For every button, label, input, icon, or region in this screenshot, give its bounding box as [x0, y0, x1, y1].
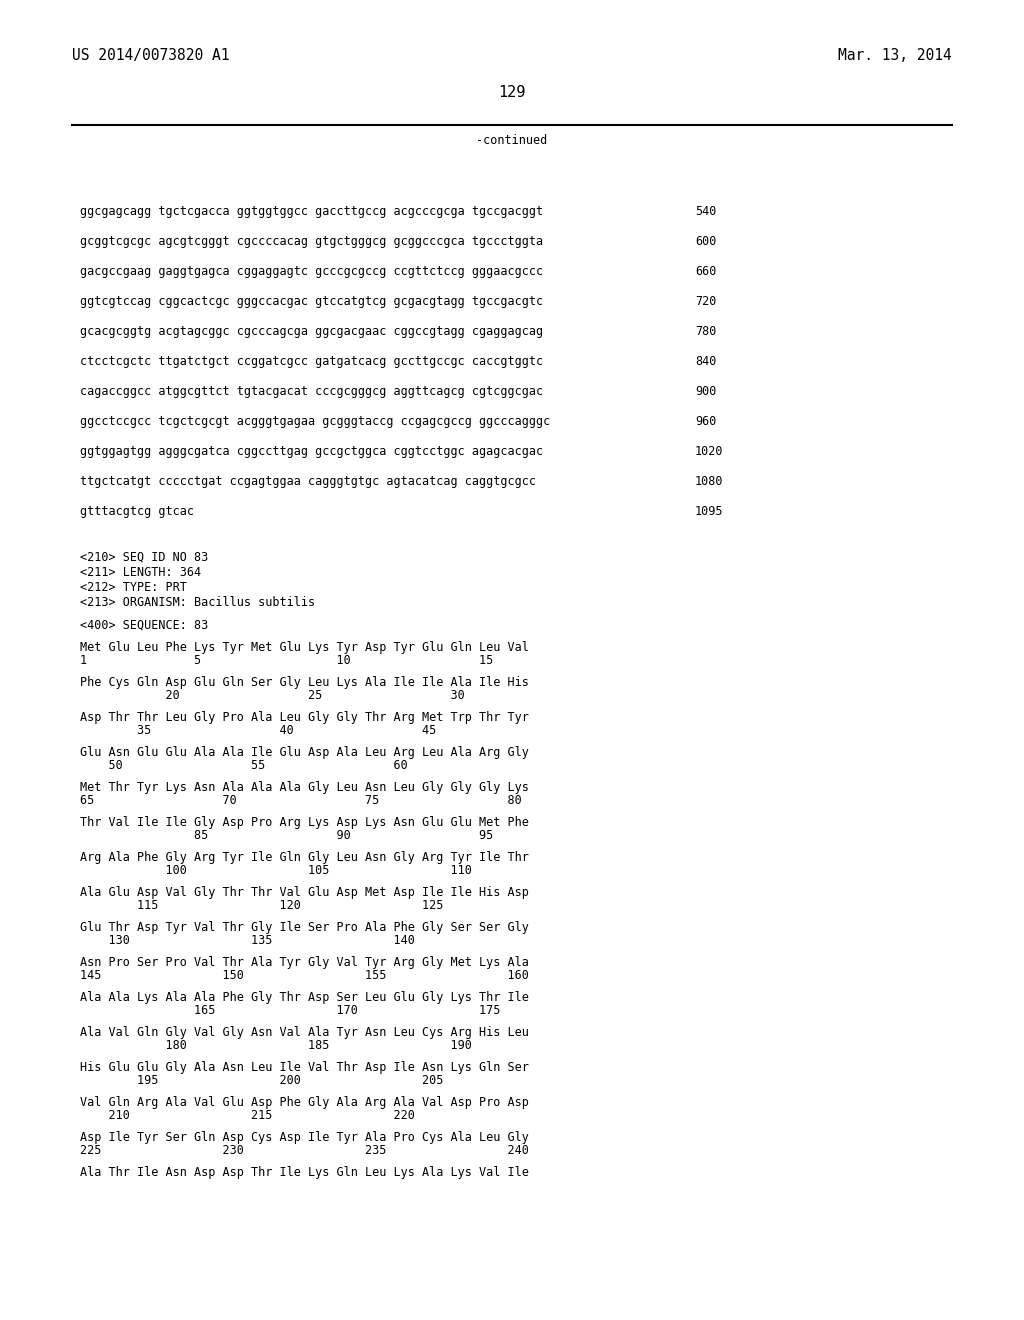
Text: 130                 135                 140: 130 135 140 [80, 935, 415, 946]
Text: ggtcgtccag cggcactcgc gggccacgac gtccatgtcg gcgacgtagg tgccgacgtc: ggtcgtccag cggcactcgc gggccacgac gtccatg… [80, 294, 543, 308]
Text: 129: 129 [499, 84, 525, 100]
Text: Phe Cys Gln Asp Glu Gln Ser Gly Leu Lys Ala Ile Ile Ala Ile His: Phe Cys Gln Asp Glu Gln Ser Gly Leu Lys … [80, 676, 528, 689]
Text: 600: 600 [695, 235, 717, 248]
Text: 180                 185                 190: 180 185 190 [80, 1039, 472, 1052]
Text: 195                 200                 205: 195 200 205 [80, 1074, 443, 1086]
Text: Asp Ile Tyr Ser Gln Asp Cys Asp Ile Tyr Ala Pro Cys Ala Leu Gly: Asp Ile Tyr Ser Gln Asp Cys Asp Ile Tyr … [80, 1131, 528, 1144]
Text: cagaccggcc atggcgttct tgtacgacat cccgcgggcg aggttcagcg cgtcggcgac: cagaccggcc atggcgttct tgtacgacat cccgcgg… [80, 385, 543, 399]
Text: 960: 960 [695, 414, 717, 428]
Text: ctcctcgctc ttgatctgct ccggatcgcc gatgatcacg gccttgccgc caccgtggtc: ctcctcgctc ttgatctgct ccggatcgcc gatgatc… [80, 355, 543, 368]
Text: Asn Pro Ser Pro Val Thr Ala Tyr Gly Val Tyr Arg Gly Met Lys Ala: Asn Pro Ser Pro Val Thr Ala Tyr Gly Val … [80, 956, 528, 969]
Text: Ala Glu Asp Val Gly Thr Thr Val Glu Asp Met Asp Ile Ile His Asp: Ala Glu Asp Val Gly Thr Thr Val Glu Asp … [80, 886, 528, 899]
Text: 780: 780 [695, 325, 717, 338]
Text: Met Glu Leu Phe Lys Tyr Met Glu Lys Tyr Asp Tyr Glu Gln Leu Val: Met Glu Leu Phe Lys Tyr Met Glu Lys Tyr … [80, 642, 528, 653]
Text: 1               5                   10                  15: 1 5 10 15 [80, 653, 494, 667]
Text: 540: 540 [695, 205, 717, 218]
Text: ggcgagcagg tgctcgacca ggtggtggcc gaccttgccg acgcccgcga tgccgacggt: ggcgagcagg tgctcgacca ggtggtggcc gaccttg… [80, 205, 543, 218]
Text: <211> LENGTH: 364: <211> LENGTH: 364 [80, 566, 201, 579]
Text: 50                  55                  60: 50 55 60 [80, 759, 408, 772]
Text: 225                 230                 235                 240: 225 230 235 240 [80, 1144, 528, 1158]
Text: -continued: -continued [476, 135, 548, 147]
Text: His Glu Glu Gly Ala Asn Leu Ile Val Thr Asp Ile Asn Lys Gln Ser: His Glu Glu Gly Ala Asn Leu Ile Val Thr … [80, 1061, 528, 1074]
Text: Ala Ala Lys Ala Ala Phe Gly Thr Asp Ser Leu Glu Gly Lys Thr Ile: Ala Ala Lys Ala Ala Phe Gly Thr Asp Ser … [80, 991, 528, 1005]
Text: <212> TYPE: PRT: <212> TYPE: PRT [80, 581, 186, 594]
Text: 165                 170                 175: 165 170 175 [80, 1005, 501, 1016]
Text: ggcctccgcc tcgctcgcgt acgggtgagaa gcgggtaccg ccgagcgccg ggcccagggc: ggcctccgcc tcgctcgcgt acgggtgagaa gcgggt… [80, 414, 550, 428]
Text: 1020: 1020 [695, 445, 724, 458]
Text: Ala Val Gln Gly Val Gly Asn Val Ala Tyr Asn Leu Cys Arg His Leu: Ala Val Gln Gly Val Gly Asn Val Ala Tyr … [80, 1026, 528, 1039]
Text: Mar. 13, 2014: Mar. 13, 2014 [839, 48, 952, 63]
Text: 145                 150                 155                 160: 145 150 155 160 [80, 969, 528, 982]
Text: ttgctcatgt ccccctgat ccgagtggaa cagggtgtgc agtacatcag caggtgcgcc: ttgctcatgt ccccctgat ccgagtggaa cagggtgt… [80, 475, 536, 488]
Text: gcggtcgcgc agcgtcgggt cgccccacag gtgctgggcg gcggcccgca tgccctggta: gcggtcgcgc agcgtcgggt cgccccacag gtgctgg… [80, 235, 543, 248]
Text: <213> ORGANISM: Bacillus subtilis: <213> ORGANISM: Bacillus subtilis [80, 597, 315, 609]
Text: Met Thr Tyr Lys Asn Ala Ala Ala Gly Leu Asn Leu Gly Gly Gly Lys: Met Thr Tyr Lys Asn Ala Ala Ala Gly Leu … [80, 781, 528, 795]
Text: US 2014/0073820 A1: US 2014/0073820 A1 [72, 48, 229, 63]
Text: Glu Thr Asp Tyr Val Thr Gly Ile Ser Pro Ala Phe Gly Ser Ser Gly: Glu Thr Asp Tyr Val Thr Gly Ile Ser Pro … [80, 921, 528, 935]
Text: 720: 720 [695, 294, 717, 308]
Text: Asp Thr Thr Leu Gly Pro Ala Leu Gly Gly Thr Arg Met Trp Thr Tyr: Asp Thr Thr Leu Gly Pro Ala Leu Gly Gly … [80, 711, 528, 723]
Text: 20                  25                  30: 20 25 30 [80, 689, 465, 702]
Text: Ala Thr Ile Asn Asp Asp Thr Ile Lys Gln Leu Lys Ala Lys Val Ile: Ala Thr Ile Asn Asp Asp Thr Ile Lys Gln … [80, 1166, 528, 1179]
Text: Val Gln Arg Ala Val Glu Asp Phe Gly Ala Arg Ala Val Asp Pro Asp: Val Gln Arg Ala Val Glu Asp Phe Gly Ala … [80, 1096, 528, 1109]
Text: gtttacgtcg gtcac: gtttacgtcg gtcac [80, 506, 194, 517]
Text: 100                 105                 110: 100 105 110 [80, 865, 472, 876]
Text: 210                 215                 220: 210 215 220 [80, 1109, 415, 1122]
Text: gacgccgaag gaggtgagca cggaggagtc gcccgcgccg ccgttctccg gggaacgccc: gacgccgaag gaggtgagca cggaggagtc gcccgcg… [80, 265, 543, 279]
Text: <210> SEQ ID NO 83: <210> SEQ ID NO 83 [80, 550, 208, 564]
Text: 840: 840 [695, 355, 717, 368]
Text: 660: 660 [695, 265, 717, 279]
Text: <400> SEQUENCE: 83: <400> SEQUENCE: 83 [80, 619, 208, 632]
Text: ggtggagtgg agggcgatca cggccttgag gccgctggca cggtcctggc agagcacgac: ggtggagtgg agggcgatca cggccttgag gccgctg… [80, 445, 543, 458]
Text: 85                  90                  95: 85 90 95 [80, 829, 494, 842]
Text: Arg Ala Phe Gly Arg Tyr Ile Gln Gly Leu Asn Gly Arg Tyr Ile Thr: Arg Ala Phe Gly Arg Tyr Ile Gln Gly Leu … [80, 851, 528, 865]
Text: gcacgcggtg acgtagcggc cgcccagcga ggcgacgaac cggccgtagg cgaggagcag: gcacgcggtg acgtagcggc cgcccagcga ggcgacg… [80, 325, 543, 338]
Text: 1095: 1095 [695, 506, 724, 517]
Text: Glu Asn Glu Glu Ala Ala Ile Glu Asp Ala Leu Arg Leu Ala Arg Gly: Glu Asn Glu Glu Ala Ala Ile Glu Asp Ala … [80, 746, 528, 759]
Text: 115                 120                 125: 115 120 125 [80, 899, 443, 912]
Text: 35                  40                  45: 35 40 45 [80, 723, 436, 737]
Text: Thr Val Ile Ile Gly Asp Pro Arg Lys Asp Lys Asn Glu Glu Met Phe: Thr Val Ile Ile Gly Asp Pro Arg Lys Asp … [80, 816, 528, 829]
Text: 1080: 1080 [695, 475, 724, 488]
Text: 900: 900 [695, 385, 717, 399]
Text: 65                  70                  75                  80: 65 70 75 80 [80, 795, 522, 807]
